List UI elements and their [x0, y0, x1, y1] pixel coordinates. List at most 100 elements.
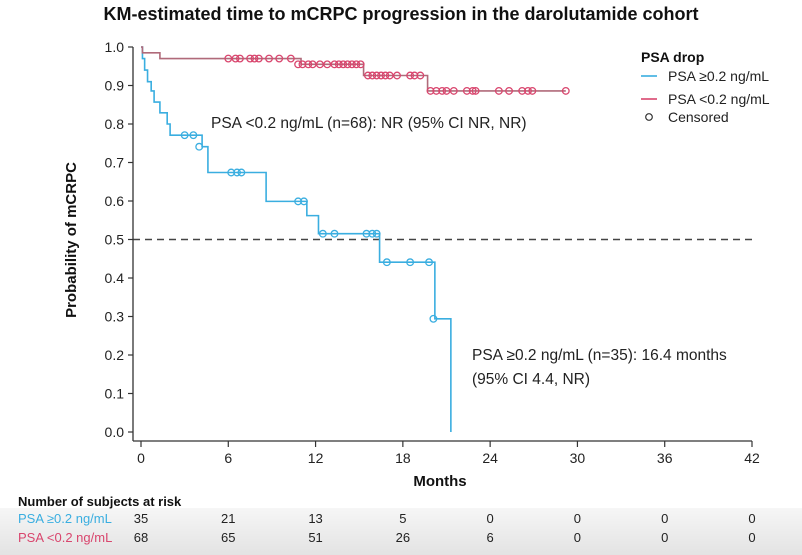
- censor-mark-psa-low: [235, 54, 244, 63]
- censor-mark-psa-high: [299, 197, 308, 206]
- risk-count: 5: [399, 511, 407, 526]
- y-tick-label: 0.0: [105, 424, 125, 440]
- censor-mark-psa-low: [304, 60, 313, 69]
- y-tick-label: 0.8: [105, 116, 125, 132]
- censor-mark-psa-low: [231, 54, 240, 63]
- censor-mark-psa-low: [294, 60, 303, 69]
- annotation-psa-high-line1: PSA ≥0.2 ng/mL (n=35): 16.4 months: [472, 347, 727, 364]
- censor-mark-psa-low: [524, 86, 532, 95]
- censor-mark-psa-high: [429, 314, 438, 323]
- censor-mark-psa-low: [410, 71, 419, 80]
- legend-title: PSA drop: [641, 49, 704, 65]
- censor-mark-psa-high: [372, 229, 381, 238]
- censor-mark-psa-high: [330, 229, 339, 238]
- x-tick-label: 0: [137, 450, 145, 466]
- risk-count: 0: [573, 511, 582, 526]
- censor-mark-psa-low: [298, 60, 307, 69]
- y-axis-title: Probability of mCRPC: [63, 162, 80, 318]
- risk-count: 35: [133, 511, 149, 526]
- x-tick-label: 12: [308, 450, 324, 466]
- y-tick-label: 1.0: [105, 39, 125, 55]
- x-tick-label: 30: [570, 450, 586, 466]
- risk-count: 13: [308, 511, 323, 526]
- x-tick-label: 42: [744, 450, 760, 466]
- censor-mark-psa-low: [449, 86, 458, 95]
- censor-mark-psa-high: [227, 168, 236, 177]
- legend-label-censored: Censored: [668, 109, 729, 125]
- censor-mark-psa-low: [381, 71, 390, 80]
- x-axis-title: Months: [413, 473, 466, 490]
- censor-mark-psa-low: [339, 60, 348, 69]
- censor-mark-psa-low: [561, 86, 570, 95]
- censor-mark-psa-low: [356, 60, 365, 69]
- censor-mark-psa-low: [406, 71, 415, 80]
- risk-count: 0: [748, 530, 756, 545]
- censor-mark-psa-low: [224, 54, 233, 63]
- censor-mark-psa-low: [426, 86, 435, 95]
- censor-mark-psa-low: [246, 54, 255, 63]
- chart-title: KM-estimated time to mCRPC progression i…: [103, 4, 699, 24]
- risk-count: 68: [133, 530, 149, 545]
- km-plot: 0.0 0.1 0.2 0.3 0.4 0.5 0.6 0.7 0.8 0.9 1.0 0 6 12 18 2…: [63, 39, 770, 490]
- censor-mark-psa-high: [189, 131, 198, 140]
- risk-table-background: [0, 508, 802, 555]
- censor-mark-psa-low: [308, 60, 317, 69]
- censor-mark-psa-high: [425, 258, 433, 267]
- censor-mark-psa-high: [318, 229, 327, 238]
- censor-mark-psa-low: [438, 86, 447, 95]
- censor-mark-psa-high: [406, 258, 415, 267]
- censor-mark-psa-low: [352, 60, 361, 69]
- censor-mark-psa-low: [254, 54, 263, 63]
- annotation-psa-high-line2: (95% CI 4.4, NR): [472, 371, 590, 388]
- series-group: [141, 46, 570, 432]
- censor-mark-psa-low: [518, 86, 527, 95]
- risk-count: 6: [486, 530, 494, 545]
- censor-mark-psa-low: [505, 86, 514, 95]
- series-psa-high: [141, 46, 452, 432]
- km-curve-psa-high: [141, 46, 452, 432]
- legend: PSA drop PSA ≥0.2 ng/mL PSA <0.2 ng/mL C…: [641, 49, 770, 125]
- risk-table-title: Number of subjects at risk: [18, 494, 182, 509]
- risk-row-label: PSA <0.2 ng/mL: [18, 530, 113, 545]
- censor-mark-psa-low: [286, 54, 295, 63]
- y-tick-label: 0.1: [105, 386, 125, 402]
- series-psa-low: [141, 46, 570, 95]
- y-tick-label: 0.3: [105, 309, 125, 325]
- censor-mark-psa-low: [323, 60, 332, 69]
- censor-mark-psa-high: [362, 229, 371, 238]
- censor-mark-psa-low: [393, 71, 401, 80]
- y-tick-label: 0.7: [105, 155, 125, 171]
- censor-mark-psa-low: [330, 60, 339, 69]
- censor-mark-psa-low: [416, 71, 425, 80]
- risk-count: 26: [395, 530, 411, 545]
- censor-mark-psa-low: [347, 60, 356, 69]
- censor-mark-psa-low: [334, 60, 343, 69]
- km-curve-psa-low: [141, 46, 566, 92]
- censor-mark-psa-low: [442, 86, 451, 95]
- censor-mark-psa-low: [315, 60, 324, 69]
- censor-mark-psa-low: [250, 54, 259, 63]
- censor-mark-psa-low: [385, 71, 394, 80]
- risk-count: 0: [486, 511, 494, 526]
- censor-mark-psa-low: [494, 86, 503, 95]
- risk-count: 0: [748, 511, 756, 526]
- y-tick-label: 0.5: [105, 232, 125, 248]
- censor-mark-psa-low: [363, 71, 372, 80]
- censor-mark-psa-low: [468, 86, 477, 95]
- risk-count: 21: [221, 511, 236, 526]
- censor-mark-psa-low: [462, 86, 471, 95]
- x-tick-label: 36: [657, 450, 673, 466]
- risk-count: 0: [661, 530, 669, 545]
- censor-mark-psa-high: [233, 168, 241, 177]
- censor-mark-psa-high: [180, 131, 189, 140]
- censor-mark-psa-low: [432, 86, 441, 95]
- censor-mark-psa-low: [368, 71, 377, 80]
- risk-row-label: PSA ≥0.2 ng/mL: [18, 511, 112, 526]
- risk-count: 51: [308, 530, 323, 545]
- risk-count: 0: [661, 511, 669, 526]
- censor-mark-psa-low: [343, 60, 352, 69]
- x-tick-label: 24: [482, 450, 498, 466]
- censor-mark-psa-low: [528, 86, 537, 95]
- censor-mark-psa-low: [275, 54, 284, 63]
- y-tick-label: 0.9: [105, 78, 125, 94]
